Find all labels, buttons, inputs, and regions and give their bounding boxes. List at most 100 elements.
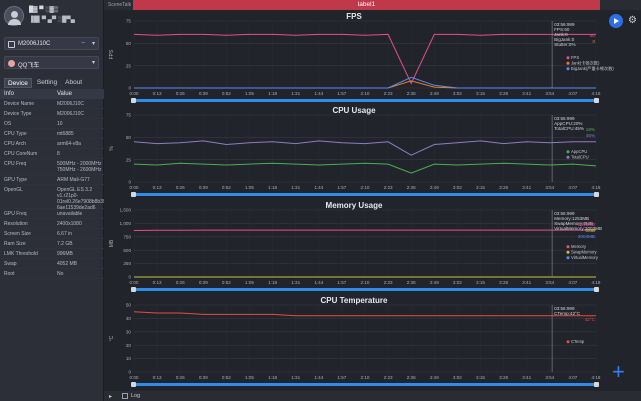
chevron-down-icon[interactable]: ▾ bbox=[91, 60, 95, 66]
tab-setting[interactable]: Setting bbox=[36, 79, 58, 86]
info-value: M2006J10C bbox=[57, 111, 84, 117]
device-select[interactable]: M2006J10C ⌔ ▾ bbox=[4, 37, 99, 50]
x-tick-label: 2:49 bbox=[430, 91, 439, 96]
tab-label1[interactable]: label1 bbox=[133, 0, 600, 10]
info-key: GPU Type bbox=[4, 177, 27, 183]
info-key: CPU Arch bbox=[4, 141, 26, 147]
time-range-slider[interactable] bbox=[134, 383, 596, 386]
legend-entry[interactable]: VirtualMemory bbox=[571, 255, 599, 260]
main-area: SceneTalk label1 ⚙ FPS FPS 75 50 25 0 0:00 0:13… bbox=[104, 0, 641, 401]
legend-dot bbox=[566, 250, 570, 254]
tab-about[interactable]: About bbox=[65, 79, 83, 86]
tooltip-text: TotalCPU:45% bbox=[554, 126, 584, 131]
x-tick-label: 1:31 bbox=[291, 280, 300, 285]
legend-entry[interactable]: CTemp bbox=[571, 339, 585, 344]
user-profile[interactable]: █▓ ▀ ░▓▒ ▐█▌▀ ▄▀ ░█▀▄ bbox=[4, 6, 100, 28]
app-select-label: QQ飞车 bbox=[18, 63, 40, 69]
y-axis-label: MB bbox=[109, 239, 115, 247]
info-row: LMK Threshold 996MB bbox=[0, 249, 104, 259]
tab-device[interactable]: Device bbox=[4, 78, 32, 88]
legend-entry[interactable]: FPS bbox=[571, 55, 579, 60]
tooltip-text: 03:56:999 bbox=[554, 211, 575, 216]
tooltip-text: Stutter:0% bbox=[554, 42, 575, 47]
user-subtitle: ▐█▌▀ ▄▀ ░█▀▄ bbox=[29, 17, 75, 23]
log-checkbox[interactable] bbox=[122, 393, 128, 399]
chart-svg-temp: °C 50 40 30 20 10 00:00 0:13 0:26 0:39 0:52 1:05 1:1… bbox=[109, 303, 601, 387]
legend-entry[interactable]: Memory bbox=[571, 244, 587, 249]
y-tick-label: 25 bbox=[126, 63, 132, 68]
legend-entry[interactable]: TotalCPU bbox=[571, 155, 589, 160]
slider-handle-left[interactable] bbox=[131, 98, 136, 103]
legend-dot bbox=[566, 56, 570, 60]
wifi-icon[interactable]: ⌔ bbox=[80, 42, 86, 48]
add-icon[interactable]: + bbox=[612, 359, 625, 384]
x-tick-label: 1:44 bbox=[314, 280, 323, 285]
y-tick-label: 250 bbox=[123, 261, 131, 266]
series-line-TotalCPU bbox=[133, 140, 596, 156]
info-value: 4052 MB bbox=[57, 261, 78, 267]
tooltip-text: 03:56:999 bbox=[554, 22, 575, 27]
slider-handle-left[interactable] bbox=[131, 192, 136, 197]
x-tick-label: 3:54 bbox=[545, 280, 554, 285]
scenetalk-label[interactable]: SceneTalk bbox=[108, 2, 132, 8]
x-tick-label: 1:18 bbox=[268, 375, 277, 380]
slider-handle-left[interactable] bbox=[131, 382, 136, 387]
slider-handle-right[interactable] bbox=[594, 98, 599, 103]
x-tick-label: 1:18 bbox=[268, 91, 277, 96]
avatar[interactable] bbox=[4, 6, 24, 26]
x-tick-label: 0:26 bbox=[176, 375, 185, 380]
current-value: 45% bbox=[586, 133, 595, 138]
info-header-value: Value bbox=[57, 91, 72, 97]
y-tick-label: 0 bbox=[128, 86, 131, 91]
x-tick-label: 3:15 bbox=[476, 280, 485, 285]
x-tick-label: 0:52 bbox=[222, 185, 231, 190]
legend-entry[interactable]: AppCPU bbox=[571, 149, 587, 154]
x-tick-label: 3:15 bbox=[476, 91, 485, 96]
time-range-slider[interactable] bbox=[134, 99, 596, 102]
info-key: Device Type bbox=[4, 111, 32, 117]
time-range-slider[interactable] bbox=[134, 193, 596, 196]
settings-icon[interactable]: ⚙ bbox=[628, 15, 637, 26]
info-value: unavailable bbox=[57, 211, 83, 217]
expand-icon[interactable]: ▸ bbox=[109, 394, 113, 400]
tooltip-text: BigJank:0 bbox=[554, 37, 575, 42]
app-select[interactable]: QQ飞车 ▾ bbox=[4, 56, 99, 69]
play-button[interactable] bbox=[609, 14, 623, 28]
chevron-down-icon[interactable]: ▾ bbox=[91, 41, 95, 47]
info-key: OpenGL bbox=[4, 187, 23, 193]
x-tick-label: 3:28 bbox=[499, 185, 508, 190]
y-tick-label: 1,500 bbox=[120, 208, 132, 213]
y-axis-label: FPS bbox=[109, 49, 115, 59]
slider-handle-right[interactable] bbox=[594, 192, 599, 197]
legend-dot bbox=[566, 256, 570, 260]
x-tick-label: 3:02 bbox=[453, 185, 462, 190]
x-tick-label: 0:00 bbox=[130, 185, 139, 190]
series-line-BigJank(严重卡顿次数) bbox=[134, 76, 596, 89]
y-tick-label: 1,000 bbox=[120, 221, 132, 226]
slider-handle-left[interactable] bbox=[131, 287, 136, 292]
legend-entry[interactable]: Jank(卡顿次数) bbox=[571, 60, 600, 67]
x-tick-label: 2:36 bbox=[407, 375, 416, 380]
current-value: 0 bbox=[592, 39, 595, 44]
x-tick-label: 3:41 bbox=[522, 185, 531, 190]
legend-entry[interactable]: SwapMemory bbox=[571, 250, 598, 255]
x-tick-label: 0:26 bbox=[176, 185, 185, 190]
legend-entry[interactable]: BigJank(严重卡顿次数) bbox=[571, 65, 614, 72]
slider-handle-right[interactable] bbox=[594, 382, 599, 387]
x-tick-label: 3:28 bbox=[499, 280, 508, 285]
x-tick-label: 0:13 bbox=[153, 280, 162, 285]
sidebar-tabs: Device Setting About bbox=[4, 78, 85, 88]
info-value: 7.2 GB bbox=[57, 241, 73, 247]
info-row: GPU Type ARM Mali-G77 bbox=[0, 175, 104, 185]
time-range-slider[interactable] bbox=[134, 288, 596, 291]
y-tick-label: 50 bbox=[126, 135, 132, 140]
slider-handle-right[interactable] bbox=[594, 287, 599, 292]
x-tick-label: 1:57 bbox=[337, 185, 346, 190]
tooltip-text: AppCPU:20% bbox=[554, 121, 582, 126]
tooltip-text: 03:56:999 bbox=[554, 116, 575, 121]
info-key: GPU Freq bbox=[4, 211, 27, 217]
x-tick-label: 2:23 bbox=[384, 280, 393, 285]
y-tick-label: 30 bbox=[126, 329, 132, 334]
info-row: OpenGL OpenGL ES 3.2 v1.r21p0-01rel0.26e7… bbox=[0, 185, 122, 211]
